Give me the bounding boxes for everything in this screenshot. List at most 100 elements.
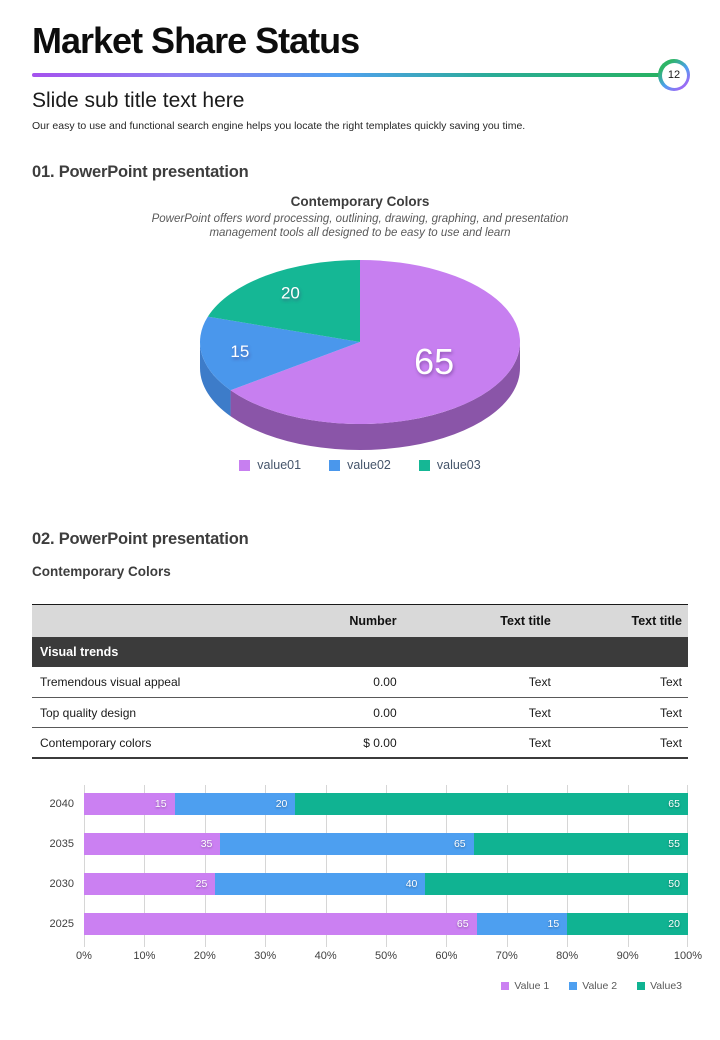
- bar-segment: 20: [567, 913, 688, 935]
- bar-xtick-label: 50%: [374, 950, 398, 962]
- bar-data-label: 65: [453, 838, 466, 850]
- slide-subtitle: Slide sub title text here: [32, 89, 245, 112]
- bar-row: 2030 25 40 50: [50, 873, 688, 895]
- gridline: [687, 785, 688, 947]
- table-row: Tremendous visual appeal 0.00 Text Text: [32, 667, 688, 697]
- bar-row: 2035 35 65 55: [50, 833, 688, 855]
- bar-segment: 65: [220, 833, 474, 855]
- bar-xtick-label: 0%: [76, 950, 92, 962]
- pie-legend-item: value02: [329, 458, 391, 472]
- bar-legend-label: Value 2: [582, 980, 618, 992]
- bar-xtick-label: 70%: [495, 950, 518, 962]
- page-number-badge: 12: [658, 59, 690, 91]
- bar-ylabel: 2030: [49, 878, 74, 890]
- bar-segment: 65: [295, 793, 688, 815]
- bar-data-label: 20: [668, 918, 680, 930]
- pie-legend-item: value03: [418, 458, 481, 472]
- stacked-bar-chart: 2040 15 20 65 2035 35 65 55 2030 25 40 50 2025 65 15 20…: [32, 785, 702, 992]
- pie-legend-label: value02: [347, 458, 391, 472]
- bar-data-label: 65: [456, 918, 469, 930]
- gridline: [506, 785, 508, 947]
- gridline: [446, 785, 448, 947]
- table-cell: 0.00: [373, 675, 397, 689]
- gridline: [265, 785, 267, 947]
- pie-data-label: 65: [414, 341, 454, 382]
- gridline: [204, 785, 206, 947]
- legend-swatch-icon: [329, 459, 341, 471]
- table-cell: Text: [528, 705, 551, 720]
- data-table: Number Text title Text title Visual trends…: [32, 604, 688, 759]
- bar-plot-area: 2040 15 20 65 2035 35 65 55 2030 25 40 50 2025 65 15 20: [50, 785, 688, 947]
- section2-heading: 02. PowerPoint presentation: [32, 530, 249, 548]
- gridline: [84, 785, 85, 947]
- bar-segment: 15: [476, 913, 568, 935]
- bar-segment: 40: [215, 873, 426, 895]
- table-section-row: Visual trends: [32, 637, 688, 667]
- bar-legend: Value 1 Value 2 Value3: [32, 980, 688, 992]
- legend-swatch-icon: [418, 459, 430, 471]
- bar-xtick-label: 100%: [673, 950, 703, 962]
- slide-description: Our easy to use and functional search en…: [32, 120, 526, 132]
- bar-row: 2040 15 20 65: [50, 793, 688, 815]
- bar-data-label: 20: [275, 798, 288, 810]
- title-divider: 12: [32, 59, 690, 91]
- bar-xtick-label: 80%: [556, 950, 579, 962]
- bar-xaxis: 0% 10% 20% 30% 40% 50% 60% 70% 80% 90% 100%: [76, 950, 702, 964]
- table-cell: Text: [528, 675, 551, 689]
- bar-segment: 25: [84, 873, 216, 895]
- pie-legend-item: value01: [239, 458, 301, 472]
- page-title: Market Share Status: [32, 20, 360, 61]
- bar-xtick-label: 40%: [314, 950, 337, 962]
- legend-swatch-icon: [239, 459, 251, 471]
- bar-ylabel: 2040: [49, 798, 74, 810]
- bar-data-label: 50: [668, 878, 680, 890]
- pie-legend: value01 value02 value03: [32, 458, 688, 472]
- table-header-cell: Text title: [631, 614, 682, 628]
- table-cell: Text: [659, 675, 682, 689]
- pie-slice: [230, 260, 520, 425]
- pie-chart: 65 15 20: [200, 260, 520, 450]
- bar-legend-label: Value3: [650, 980, 682, 992]
- gridline: [325, 785, 327, 947]
- pie-slice-side: [200, 342, 231, 417]
- bar-ylabel: 2025: [49, 918, 74, 930]
- bar-row: 2025 65 15 20: [50, 913, 688, 935]
- table-header-cell: Text title: [500, 614, 551, 628]
- pie-chart-title: Contemporary Colors: [290, 194, 430, 209]
- pie-chart-subtitle: PowerPoint offers word processing, outli…: [151, 213, 569, 239]
- table-cell: Text: [659, 735, 682, 750]
- bar-data-label: 40: [405, 878, 418, 890]
- table-cell: Top quality design: [40, 705, 137, 720]
- section1-heading: 01. PowerPoint presentation: [32, 163, 249, 181]
- bar-data-label: 35: [200, 838, 213, 850]
- bar-ylabel: 2035: [49, 838, 74, 850]
- bar-segment: 65: [84, 913, 477, 935]
- table-body: Tremendous visual appeal 0.00 Text Text Top …: [32, 667, 688, 757]
- bar-xtick-label: 20%: [193, 950, 216, 962]
- pie-data-label: 20: [281, 283, 300, 302]
- pie-legend-label: value03: [436, 458, 481, 472]
- table-cell: Contemporary colors: [40, 735, 152, 750]
- section2-subheading: Contemporary Colors: [32, 564, 171, 579]
- table-header-row: Number Text title Text title: [32, 605, 688, 637]
- bar-segment: 55: [473, 833, 688, 855]
- pie-legend-label: value01: [257, 458, 302, 472]
- bar-legend-item: Value 1: [501, 980, 549, 992]
- table-header-cell: Number: [349, 614, 397, 628]
- bar-legend-label: Value 1: [514, 980, 550, 992]
- pie-slice: [207, 260, 360, 342]
- bar-data-label: 15: [154, 798, 167, 810]
- pie-data-label: 15: [230, 342, 249, 361]
- bar-xtick-label: 30%: [254, 950, 277, 962]
- bar-xtick-label: 90%: [616, 950, 639, 962]
- bar-segment: 35: [84, 833, 221, 855]
- gradient-divider-line: [32, 73, 672, 77]
- bar-data-label: 65: [668, 798, 680, 810]
- bar-data-label: 25: [195, 878, 208, 890]
- bar-legend-item: Value3: [637, 980, 682, 992]
- table-row: Contemporary colors $ 0.00 Text Text: [32, 727, 688, 757]
- bar-segment: 20: [174, 793, 296, 815]
- bar-xtick-label: 60%: [435, 950, 458, 962]
- bar-data-label: 15: [547, 918, 560, 930]
